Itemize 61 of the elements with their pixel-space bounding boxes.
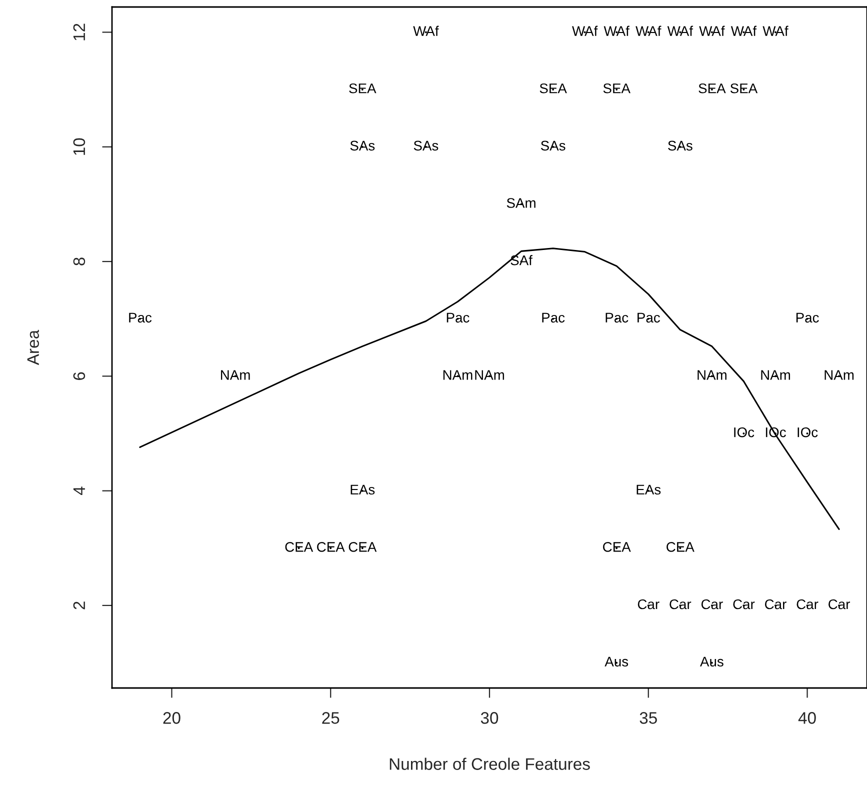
y-tick-label: 10	[73, 138, 86, 155]
x-tick-label: 40	[798, 712, 816, 724]
data-label: SAm	[506, 198, 536, 208]
data-label: Pac	[542, 312, 565, 323]
y-tick-label: 6	[73, 372, 86, 380]
data-label: CEA	[603, 542, 631, 552]
data-label: CEA	[348, 542, 377, 552]
data-label: Car	[733, 599, 755, 610]
y-tick-label: 8	[73, 258, 86, 266]
data-label: WAf	[413, 26, 439, 36]
data-label: NAm	[475, 370, 504, 380]
data-label: WAf	[699, 26, 725, 36]
y-tick-label: 12	[73, 24, 85, 40]
data-label: WAf	[636, 26, 662, 36]
data-label: NAm	[698, 370, 726, 380]
data-label: SAs	[540, 140, 566, 151]
data-label: SEA	[349, 83, 376, 94]
data-label: SAs	[350, 140, 375, 151]
data-label: EAs	[636, 484, 661, 495]
data-label: Car	[765, 599, 786, 610]
data-label: IOc	[798, 427, 818, 438]
data-label: Pac	[638, 312, 660, 323]
y-axis-title: Area	[27, 330, 40, 366]
data-label: CEA	[317, 542, 345, 552]
data-label: Aus	[700, 656, 724, 667]
data-label: Pac	[606, 312, 628, 323]
data-label: Car	[701, 599, 723, 610]
data-label: WAf	[730, 26, 757, 36]
y-tick-label: 4	[73, 486, 85, 496]
x-tick-label: 20	[163, 712, 180, 724]
data-label: SEA	[603, 83, 630, 94]
data-label: Pac	[129, 312, 152, 323]
data-label: Car	[828, 599, 850, 610]
data-label: SEA	[730, 83, 758, 94]
x-tick-label: 35	[640, 712, 657, 724]
data-label: WAf	[667, 26, 694, 36]
data-label: IOc	[734, 427, 754, 438]
data-label: Pac	[446, 312, 470, 323]
x-tick-label: 25	[322, 712, 340, 724]
data-label: SAs	[668, 140, 692, 151]
y-tick-label: 2	[73, 602, 85, 610]
data-label: NAm	[761, 370, 790, 380]
data-label: SAs	[414, 140, 438, 151]
data-label: SEA	[698, 83, 726, 94]
data-label: Car	[670, 599, 692, 610]
data-label: NAm	[221, 370, 250, 380]
x-axis-title: Number of Creole Features	[390, 758, 590, 770]
data-label: CEA	[666, 542, 694, 552]
data-label: EAs	[350, 484, 375, 495]
data-label: WAf	[604, 26, 630, 36]
data-label: NAm	[443, 370, 472, 380]
data-label: WAf	[762, 26, 788, 36]
data-label: Car	[638, 599, 660, 610]
x-tick-label: 30	[480, 712, 498, 724]
data-label: SEA	[540, 83, 567, 94]
data-label: NAm	[824, 370, 854, 380]
data-label: Car	[796, 599, 818, 610]
data-label: CEA	[285, 542, 314, 552]
data-label: WAf	[572, 26, 598, 36]
data-label: Aus	[604, 656, 628, 667]
data-label: Pac	[796, 312, 819, 323]
